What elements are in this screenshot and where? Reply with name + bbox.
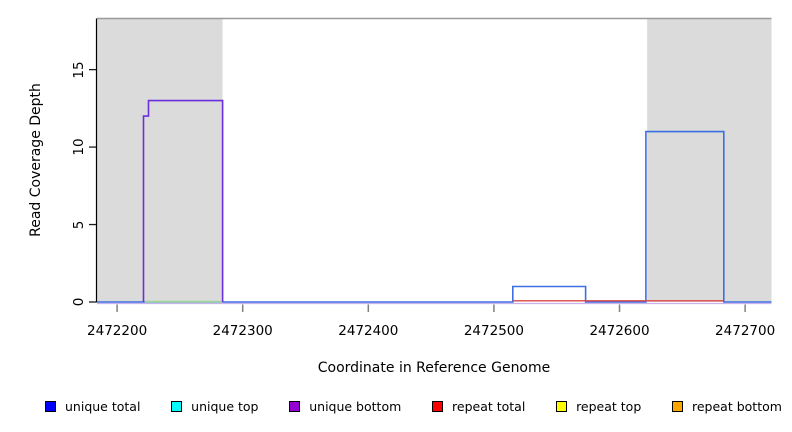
unique-total-swatch-icon bbox=[45, 401, 56, 412]
shaded-region-left bbox=[97, 18, 223, 302]
y-tick-label: 10 bbox=[71, 138, 87, 156]
x-tick-label: 2472500 bbox=[463, 323, 524, 339]
legend-label: unique total bbox=[65, 399, 141, 414]
shaded-region-right bbox=[647, 18, 772, 302]
y-tick-label: 15 bbox=[71, 61, 87, 79]
legend-item-repeat-bottom: repeat bottom bbox=[672, 399, 782, 414]
legend: unique total unique top unique bottom re… bbox=[45, 399, 782, 414]
legend-label: repeat top bbox=[576, 399, 642, 414]
x-tick-label: 2472300 bbox=[212, 323, 273, 339]
legend-label: unique top bbox=[191, 399, 259, 414]
repeat-bottom-swatch-icon bbox=[672, 401, 683, 412]
legend-label: repeat total bbox=[452, 399, 526, 414]
unique-top-swatch-icon bbox=[171, 401, 183, 412]
legend-label: repeat bottom bbox=[692, 399, 782, 414]
series-unique-total bbox=[97, 130, 772, 303]
unique-bottom-swatch-icon bbox=[289, 401, 301, 412]
legend-label: unique bottom bbox=[309, 399, 402, 414]
x-tick-label: 2472700 bbox=[715, 323, 776, 339]
legend-item-unique-top: unique top bbox=[171, 399, 258, 414]
x-tick-label: 2472200 bbox=[87, 323, 148, 339]
legend-item-repeat-top: repeat top bbox=[556, 399, 641, 414]
legend-item-unique-bottom: unique bottom bbox=[289, 399, 401, 414]
legend-item-unique-total: unique total bbox=[45, 399, 140, 414]
y-tick-label: 5 bbox=[71, 220, 87, 229]
x-tick-label: 2472400 bbox=[338, 323, 399, 339]
legend-item-repeat-total: repeat total bbox=[432, 399, 525, 414]
series-unique-bottom bbox=[142, 99, 224, 302]
x-axis-label: Coordinate in Reference Genome bbox=[317, 360, 551, 376]
x-tick-label: 2472600 bbox=[589, 323, 650, 339]
y-axis-label: Read Coverage Depth bbox=[28, 83, 44, 238]
repeat-total-swatch-icon bbox=[432, 401, 444, 412]
repeat-top-swatch-icon bbox=[556, 401, 568, 412]
y-tick-label: 0 bbox=[71, 297, 87, 307]
